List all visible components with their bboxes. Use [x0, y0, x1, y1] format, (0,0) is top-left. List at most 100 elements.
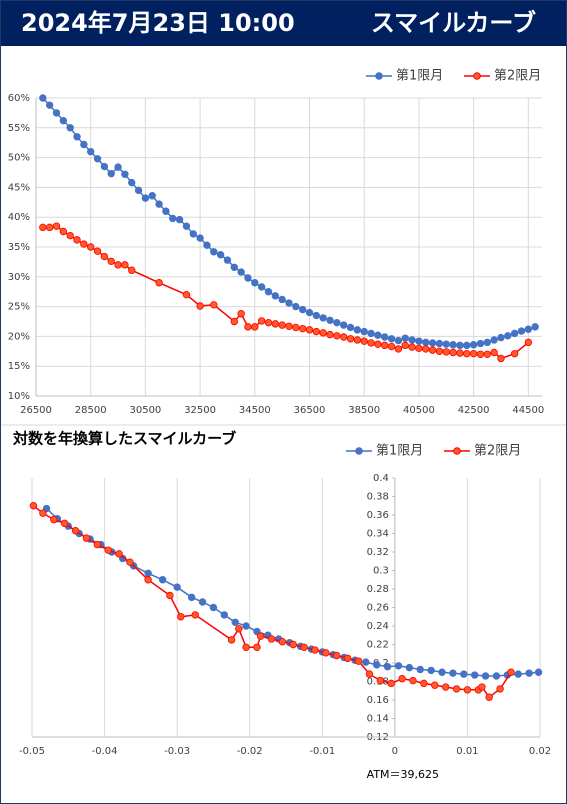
- data-point: [216, 251, 225, 259]
- data-point: [326, 316, 334, 325]
- data-point: [166, 591, 174, 600]
- data-point: [230, 263, 238, 271]
- data-point: [115, 550, 123, 558]
- data-point: [514, 670, 522, 678]
- data-point: [409, 676, 417, 685]
- x-tick-label: 36500: [294, 405, 326, 416]
- data-point: [173, 583, 181, 591]
- data-point: [285, 299, 293, 307]
- data-point: [237, 268, 245, 276]
- data-point: [93, 247, 102, 255]
- data-point: [121, 170, 129, 178]
- data-point: [285, 322, 293, 330]
- x-tick-label: 38500: [348, 405, 380, 416]
- data-point: [496, 685, 504, 693]
- data-point: [442, 340, 450, 348]
- data-point: [340, 333, 348, 341]
- data-point: [346, 335, 355, 343]
- data-point: [398, 675, 406, 683]
- y-tick-label: 20%: [8, 331, 30, 342]
- data-point: [66, 124, 74, 132]
- data-point: [253, 643, 261, 651]
- data-point: [107, 257, 115, 266]
- data-point: [353, 336, 362, 344]
- data-point: [376, 676, 385, 685]
- data-point: [449, 669, 457, 677]
- data-point: [476, 339, 485, 348]
- data-point: [322, 649, 330, 657]
- data-point: [73, 236, 81, 244]
- data-point: [312, 327, 321, 336]
- data-point: [490, 348, 498, 357]
- data-point: [80, 240, 88, 248]
- data-point: [507, 668, 515, 676]
- x-tick-label: -0.01: [309, 746, 335, 757]
- header-date: 2024年7月23日 10:00: [21, 9, 295, 37]
- data-point: [460, 670, 468, 678]
- data-point: [408, 343, 416, 351]
- data-point: [50, 515, 58, 524]
- series-line: [45, 507, 539, 677]
- annotation: ATM＝39,625: [367, 768, 439, 781]
- y-tick-label: 0.28: [367, 584, 389, 595]
- data-point: [415, 344, 423, 353]
- data-point: [353, 326, 362, 334]
- data-point: [231, 618, 239, 626]
- data-point: [367, 339, 375, 347]
- data-point: [66, 231, 74, 240]
- data-point: [278, 295, 286, 304]
- header-band: [1, 1, 566, 46]
- y-tick-label: 0.2: [373, 658, 389, 669]
- data-point: [387, 335, 396, 343]
- data-point: [257, 317, 266, 325]
- legend-label: 第2限月: [494, 69, 541, 84]
- data-point: [104, 546, 112, 554]
- data-point: [431, 681, 439, 689]
- data-point: [114, 163, 122, 171]
- data-point: [39, 94, 47, 102]
- data-point: [333, 332, 341, 340]
- data-point: [128, 266, 136, 274]
- data-point: [292, 323, 300, 332]
- data-point: [45, 101, 54, 109]
- y-tick-label: 0.36: [367, 510, 389, 521]
- data-point: [525, 669, 533, 677]
- data-point: [177, 613, 185, 621]
- y-tick-label: 0.26: [367, 603, 389, 614]
- data-point: [256, 632, 265, 640]
- y-tick-label: 40%: [8, 212, 30, 223]
- data-point: [476, 350, 485, 358]
- data-point: [343, 654, 352, 663]
- x-tick-label: 0.01: [456, 746, 478, 757]
- data-point: [373, 661, 381, 669]
- data-point: [427, 666, 435, 675]
- data-point: [29, 502, 38, 510]
- data-point: [422, 345, 430, 353]
- data-point: [191, 611, 199, 619]
- data-point: [203, 241, 211, 249]
- data-point: [311, 646, 319, 654]
- data-point: [340, 321, 348, 329]
- data-point: [292, 302, 300, 311]
- data-point: [481, 672, 490, 680]
- data-point: [298, 324, 307, 333]
- data-point: [300, 643, 308, 651]
- data-point: [367, 329, 375, 338]
- y-tick-label: 50%: [8, 153, 30, 164]
- data-point: [428, 346, 437, 354]
- data-point: [237, 310, 245, 318]
- data-point: [144, 576, 152, 584]
- data-point: [196, 234, 204, 242]
- y-tick-label: 35%: [8, 242, 30, 253]
- x-tick-label: 40500: [403, 405, 435, 416]
- data-point: [435, 347, 444, 355]
- data-point: [333, 318, 341, 327]
- y-tick-label: 0.22: [367, 640, 389, 651]
- data-point: [333, 651, 341, 660]
- legend-marker: [473, 72, 481, 80]
- data-point: [524, 325, 533, 333]
- x-tick-label: 26500: [20, 405, 52, 416]
- data-point: [244, 274, 252, 282]
- data-point: [162, 207, 170, 215]
- data-point: [227, 636, 236, 644]
